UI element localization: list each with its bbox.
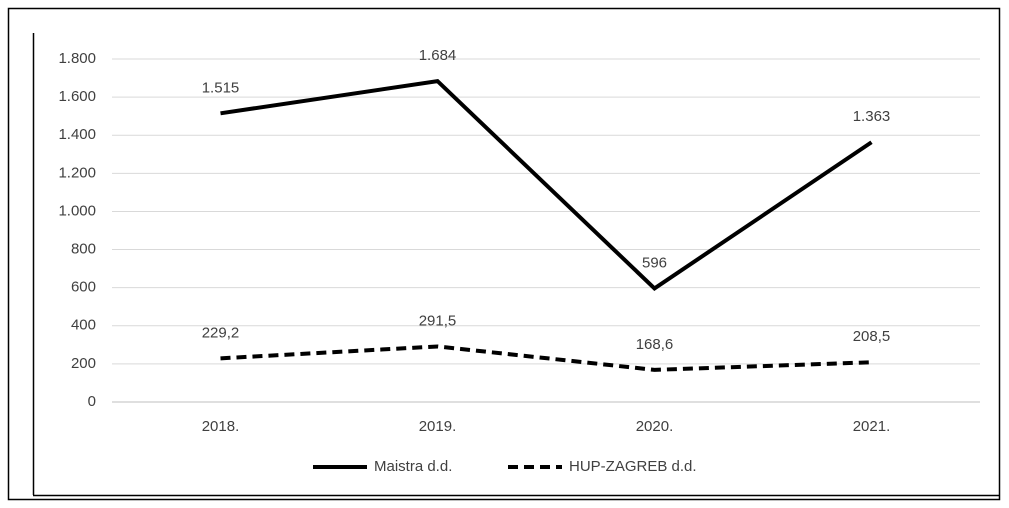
data-label: 1.515 xyxy=(202,79,240,96)
x-tick-label: 2020. xyxy=(636,418,674,435)
data-label: 229,2 xyxy=(202,324,240,341)
y-tick-label: 1.200 xyxy=(58,164,96,181)
series-line xyxy=(220,344,872,372)
y-tick-label: 200 xyxy=(71,355,96,372)
data-label: 1.684 xyxy=(419,47,457,64)
legend-label: HUP-ZAGREB d.d. xyxy=(569,458,697,475)
y-tick-label: 0 xyxy=(88,393,96,410)
y-tick-label: 1.000 xyxy=(58,202,96,219)
y-tick-label: 1.600 xyxy=(58,88,96,105)
y-tick-label: 1.800 xyxy=(58,50,96,67)
y-tick-label: 1.400 xyxy=(58,126,96,143)
series-line xyxy=(220,78,873,291)
data-label: 596 xyxy=(642,254,667,271)
data-label: 291,5 xyxy=(419,312,457,329)
data-label: 168,6 xyxy=(636,336,674,353)
data-label: 1.363 xyxy=(853,108,891,125)
data-label: 208,5 xyxy=(853,328,891,345)
y-tick-label: 400 xyxy=(71,317,96,334)
y-tick-label: 600 xyxy=(71,279,96,296)
x-tick-label: 2018. xyxy=(202,418,240,435)
outer-frame xyxy=(7,7,1001,501)
x-tick-label: 2021. xyxy=(853,418,891,435)
x-tick-label: 2019. xyxy=(419,418,457,435)
y-tick-label: 800 xyxy=(71,241,96,258)
legend-label: Maistra d.d. xyxy=(374,458,452,475)
